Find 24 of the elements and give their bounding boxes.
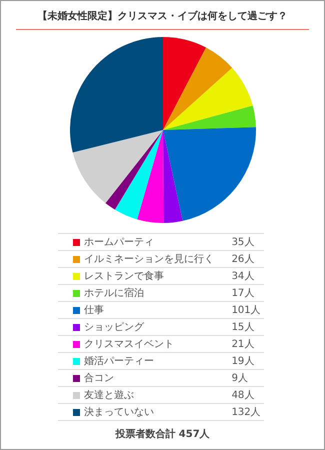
data-label: 19人: [230, 355, 256, 369]
data-label: 9人: [230, 372, 249, 386]
data-label: 34人: [230, 270, 256, 284]
legend-label: 決まっていない: [84, 407, 154, 418]
legend-label: クリスマスイベント: [84, 339, 174, 350]
data-label: 17人: [230, 287, 256, 301]
legend-label: 合コン: [84, 373, 114, 384]
legend-label: レストランで食事: [84, 271, 164, 282]
legend-label: 仕事: [84, 305, 104, 316]
data-label: 132人: [230, 406, 262, 420]
legend-label: 婚活パーティー: [84, 356, 154, 367]
data-label: 48人: [230, 389, 256, 403]
legend-label: イルミネーションを見に行く: [84, 254, 214, 265]
legend-label: ホテルに宿泊: [84, 288, 144, 299]
data-label: 15人: [230, 321, 256, 335]
legend-label: ショッピング: [84, 322, 144, 333]
legend-label: 友達と遊ぶ: [84, 390, 134, 401]
data-label: 35人: [230, 236, 256, 250]
text: 投票者数合計 457人: [114, 428, 211, 441]
data-label: 101人: [230, 304, 262, 318]
data-label: 26人: [230, 253, 256, 267]
legend-label: ホームパーティ: [84, 237, 154, 248]
data-label: 21人: [230, 338, 256, 352]
chart-title: 【未婚女性限定】クリスマス・イブは何をして過ごす？: [36, 9, 288, 23]
